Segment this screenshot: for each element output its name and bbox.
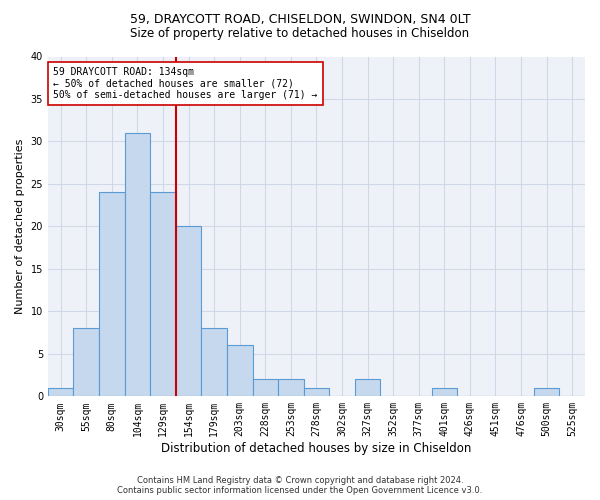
Bar	[534, 388, 559, 396]
Bar	[253, 380, 278, 396]
Bar	[355, 380, 380, 396]
Bar	[227, 346, 253, 397]
Bar	[150, 192, 176, 396]
Bar	[99, 192, 125, 396]
Bar	[304, 388, 329, 396]
Bar	[48, 388, 73, 396]
Bar	[176, 226, 202, 396]
Text: Contains HM Land Registry data © Crown copyright and database right 2024.
Contai: Contains HM Land Registry data © Crown c…	[118, 476, 482, 495]
Text: 59 DRAYCOTT ROAD: 134sqm
← 50% of detached houses are smaller (72)
50% of semi-d: 59 DRAYCOTT ROAD: 134sqm ← 50% of detach…	[53, 66, 317, 100]
Bar	[278, 380, 304, 396]
Bar	[431, 388, 457, 396]
Text: 59, DRAYCOTT ROAD, CHISELDON, SWINDON, SN4 0LT: 59, DRAYCOTT ROAD, CHISELDON, SWINDON, S…	[130, 12, 470, 26]
Y-axis label: Number of detached properties: Number of detached properties	[15, 138, 25, 314]
Bar	[73, 328, 99, 396]
Text: Size of property relative to detached houses in Chiseldon: Size of property relative to detached ho…	[130, 28, 470, 40]
X-axis label: Distribution of detached houses by size in Chiseldon: Distribution of detached houses by size …	[161, 442, 472, 455]
Bar	[202, 328, 227, 396]
Bar	[125, 133, 150, 396]
